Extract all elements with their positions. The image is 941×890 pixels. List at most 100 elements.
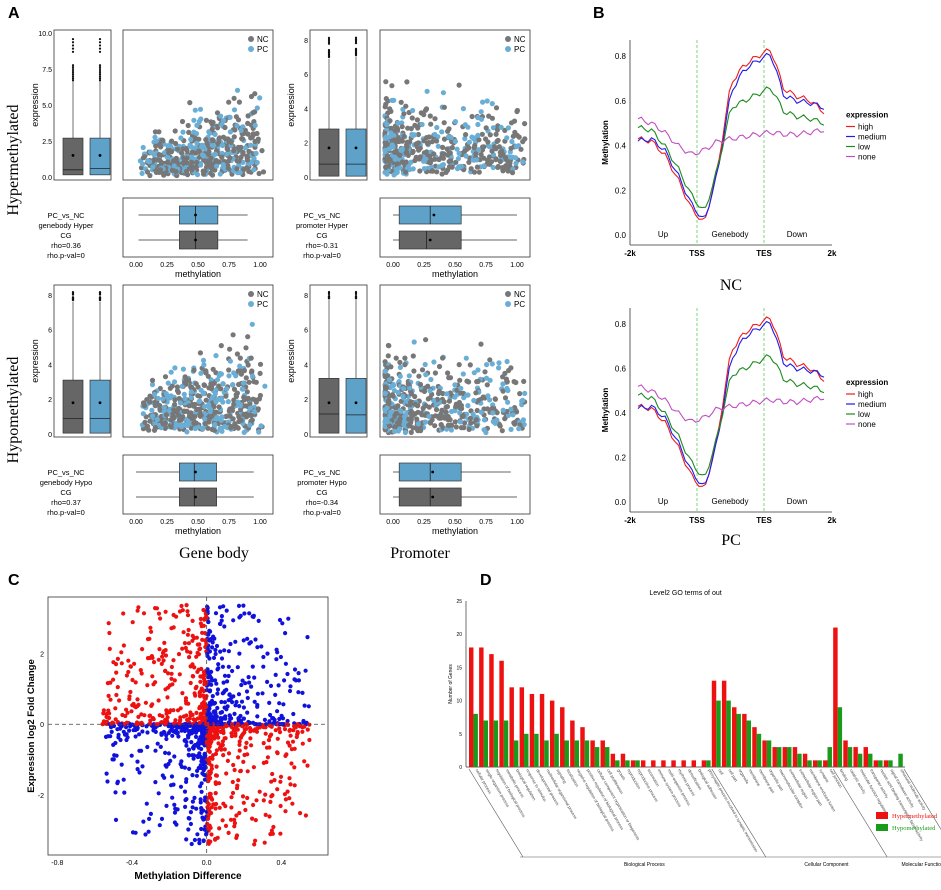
scatter-point-nc <box>171 158 177 164</box>
scatter-point-nc <box>417 145 423 151</box>
point-blue <box>147 816 152 822</box>
point-blue <box>216 662 221 667</box>
scatter-point-pc <box>181 391 187 397</box>
hbox-mean <box>194 238 197 242</box>
scatter-point-nc <box>439 151 446 157</box>
point-red <box>241 759 246 765</box>
point-red <box>186 641 191 646</box>
point-red <box>261 741 266 746</box>
scatter-point-nc <box>453 159 459 165</box>
legend-label-pc: PC <box>514 45 525 54</box>
point-blue <box>226 649 231 654</box>
scatter-point-pc <box>212 391 218 397</box>
scatter-point-nc <box>425 383 431 389</box>
point-red <box>214 748 219 753</box>
point-blue <box>172 754 177 759</box>
legend-title: expression <box>846 111 888 120</box>
point-blue <box>218 718 224 723</box>
point-red <box>237 739 242 744</box>
scatter-point-nc <box>166 150 172 156</box>
scatter-point-pc <box>421 158 427 164</box>
scatter-point-pc <box>439 129 445 135</box>
point-red <box>295 730 300 736</box>
point-red <box>184 603 189 608</box>
scatter-point-nc <box>427 395 433 401</box>
profile-line-low <box>637 354 825 476</box>
point-blue <box>275 709 280 714</box>
point-blue <box>285 718 290 724</box>
x-tick-label: 0.25 <box>417 262 431 269</box>
scatter-point-nc <box>198 412 204 419</box>
point-blue <box>202 754 207 760</box>
scatter-point-nc <box>442 415 448 421</box>
box-outlier <box>98 290 102 294</box>
scatter-point-pc <box>227 129 233 135</box>
point-red <box>105 681 110 686</box>
scatter-point-pc <box>470 411 476 417</box>
scatter-point-nc <box>202 168 208 174</box>
point-red <box>287 743 292 748</box>
scatter-point-nc <box>474 407 480 414</box>
scatter-point-pc <box>471 397 477 404</box>
scatter-point-nc <box>259 148 265 154</box>
point-red <box>303 813 308 818</box>
point-blue <box>241 638 246 643</box>
scatter-point-pc <box>480 99 486 105</box>
point-red <box>142 713 147 718</box>
scatter-point-nc <box>225 146 231 153</box>
point-red <box>119 661 124 666</box>
point-blue <box>207 702 212 707</box>
hbox-pc <box>179 462 217 482</box>
point-blue <box>302 703 307 708</box>
point-red <box>229 805 234 810</box>
point-blue <box>306 704 311 709</box>
bar-hyper <box>590 740 595 767</box>
scatter-point-nc <box>436 363 443 370</box>
point-blue <box>164 803 169 809</box>
scatter-point-pc <box>395 389 401 396</box>
scatter-point-nc <box>158 144 164 150</box>
x-tick-label: 2k <box>828 249 837 258</box>
point-red <box>133 680 138 685</box>
scatter-point-nc <box>499 428 505 434</box>
scatter-point-nc <box>412 411 418 417</box>
scatter-point-pc <box>253 150 259 156</box>
scatter-point-nc <box>484 382 490 388</box>
point-blue <box>203 795 208 800</box>
scatter-point-nc <box>500 374 506 380</box>
scatter-point-nc <box>453 424 459 430</box>
point-red <box>287 728 292 733</box>
point-blue <box>255 645 260 650</box>
point-blue <box>113 740 118 746</box>
point-red <box>202 677 207 682</box>
scatter-point-pc <box>219 395 225 401</box>
scatter-point-nc <box>412 401 418 407</box>
point-red <box>237 748 242 753</box>
point-red <box>283 753 288 759</box>
scatter-point-nc <box>512 129 518 135</box>
bar-hyper <box>853 747 858 767</box>
box-outlier <box>98 77 102 80</box>
scatter-point-nc <box>189 167 195 173</box>
bar-hyper <box>752 727 757 767</box>
scatter-point-pc <box>238 127 244 133</box>
point-red <box>145 683 150 688</box>
y-tick-label: 4 <box>304 106 308 113</box>
scatter-point-pc <box>415 421 421 427</box>
point-red <box>224 771 229 776</box>
point-red <box>253 838 258 843</box>
bar-hyper <box>499 660 504 767</box>
point-red <box>261 760 266 766</box>
legend-label-low: low <box>858 143 870 152</box>
scatter-point-nc <box>498 152 504 159</box>
point-red <box>265 755 270 760</box>
point-blue <box>291 711 296 717</box>
point-red <box>283 809 288 814</box>
scatter-point-pc <box>386 146 392 152</box>
scatter-point-nc <box>383 79 389 85</box>
scatter-point-pc <box>431 359 437 365</box>
point-red <box>243 745 248 750</box>
scatter-point-nc <box>447 417 453 423</box>
point-blue <box>219 710 225 715</box>
scatter-point-pc <box>490 410 496 416</box>
